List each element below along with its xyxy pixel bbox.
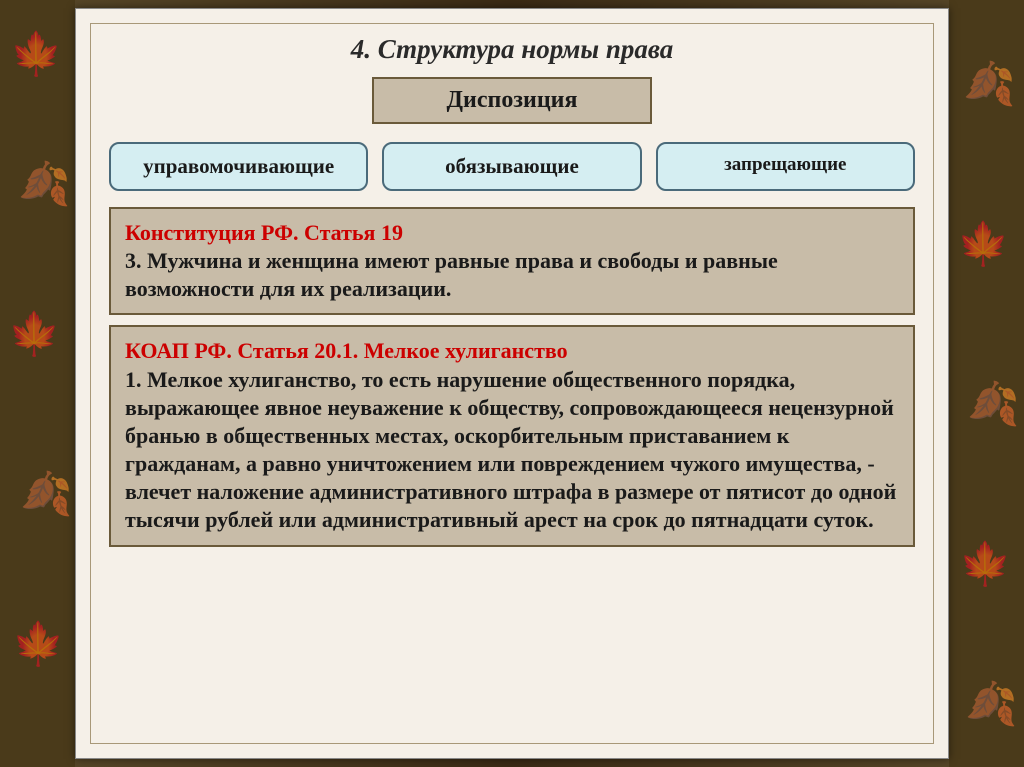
leaf-icon: 🍂 xyxy=(963,60,1015,109)
decorative-side-left: 🍁 🍂 🍁 🍂 🍁 xyxy=(0,0,75,767)
leaf-icon: 🍁 xyxy=(10,30,62,79)
koap-box: КОАП РФ. Статья 20.1. Мелкое хулиганство… xyxy=(109,325,915,546)
category-obliging: обязывающие xyxy=(382,142,641,191)
category-prohibiting: запрещающие xyxy=(656,142,915,191)
leaf-icon: 🍁 xyxy=(8,310,60,359)
constitution-box: Конституция РФ. Статья 19 3. Мужчина и ж… xyxy=(109,207,915,315)
koap-heading: КОАП РФ. Статья 20.1. Мелкое хулиганство xyxy=(125,337,899,365)
category-empowering: управомочивающие xyxy=(109,142,368,191)
leaf-icon: 🍂 xyxy=(18,160,70,209)
constitution-body: 3. Мужчина и женщина имеют равные права … xyxy=(125,247,899,303)
leaf-icon: 🍂 xyxy=(967,380,1019,429)
koap-body: 1. Мелкое хулиганство, то есть нарушение… xyxy=(125,366,899,535)
leaf-icon: 🍂 xyxy=(20,470,72,519)
category-row: управомочивающие обязывающие запрещающие xyxy=(109,142,915,191)
disposition-box: Диспозиция xyxy=(372,77,652,124)
leaf-icon: 🍁 xyxy=(957,220,1009,269)
decorative-side-right: 🍂 🍁 🍂 🍁 🍂 xyxy=(949,0,1024,767)
leaf-icon: 🍁 xyxy=(959,540,1011,589)
slide-frame: 4. Структура нормы права Диспозиция упра… xyxy=(75,8,949,759)
leaf-icon: 🍂 xyxy=(965,680,1017,729)
constitution-heading: Конституция РФ. Статья 19 xyxy=(125,219,899,247)
leaf-icon: 🍁 xyxy=(12,620,64,669)
slide-title: 4. Структура нормы права xyxy=(109,34,915,65)
slide-content: 4. Структура нормы права Диспозиция упра… xyxy=(90,23,934,744)
